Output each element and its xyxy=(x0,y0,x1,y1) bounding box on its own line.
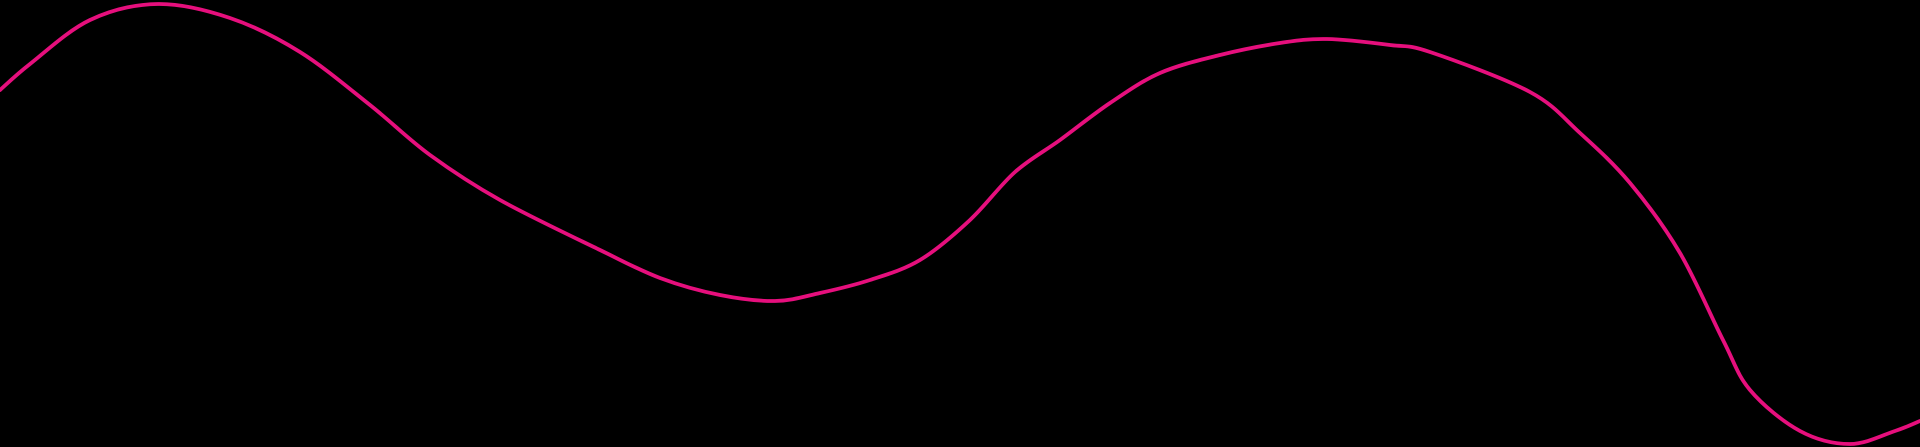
wave-graphic-canvas xyxy=(0,2,1920,446)
wave-svg xyxy=(0,2,1920,446)
pink-wave-curve xyxy=(0,2,1920,446)
